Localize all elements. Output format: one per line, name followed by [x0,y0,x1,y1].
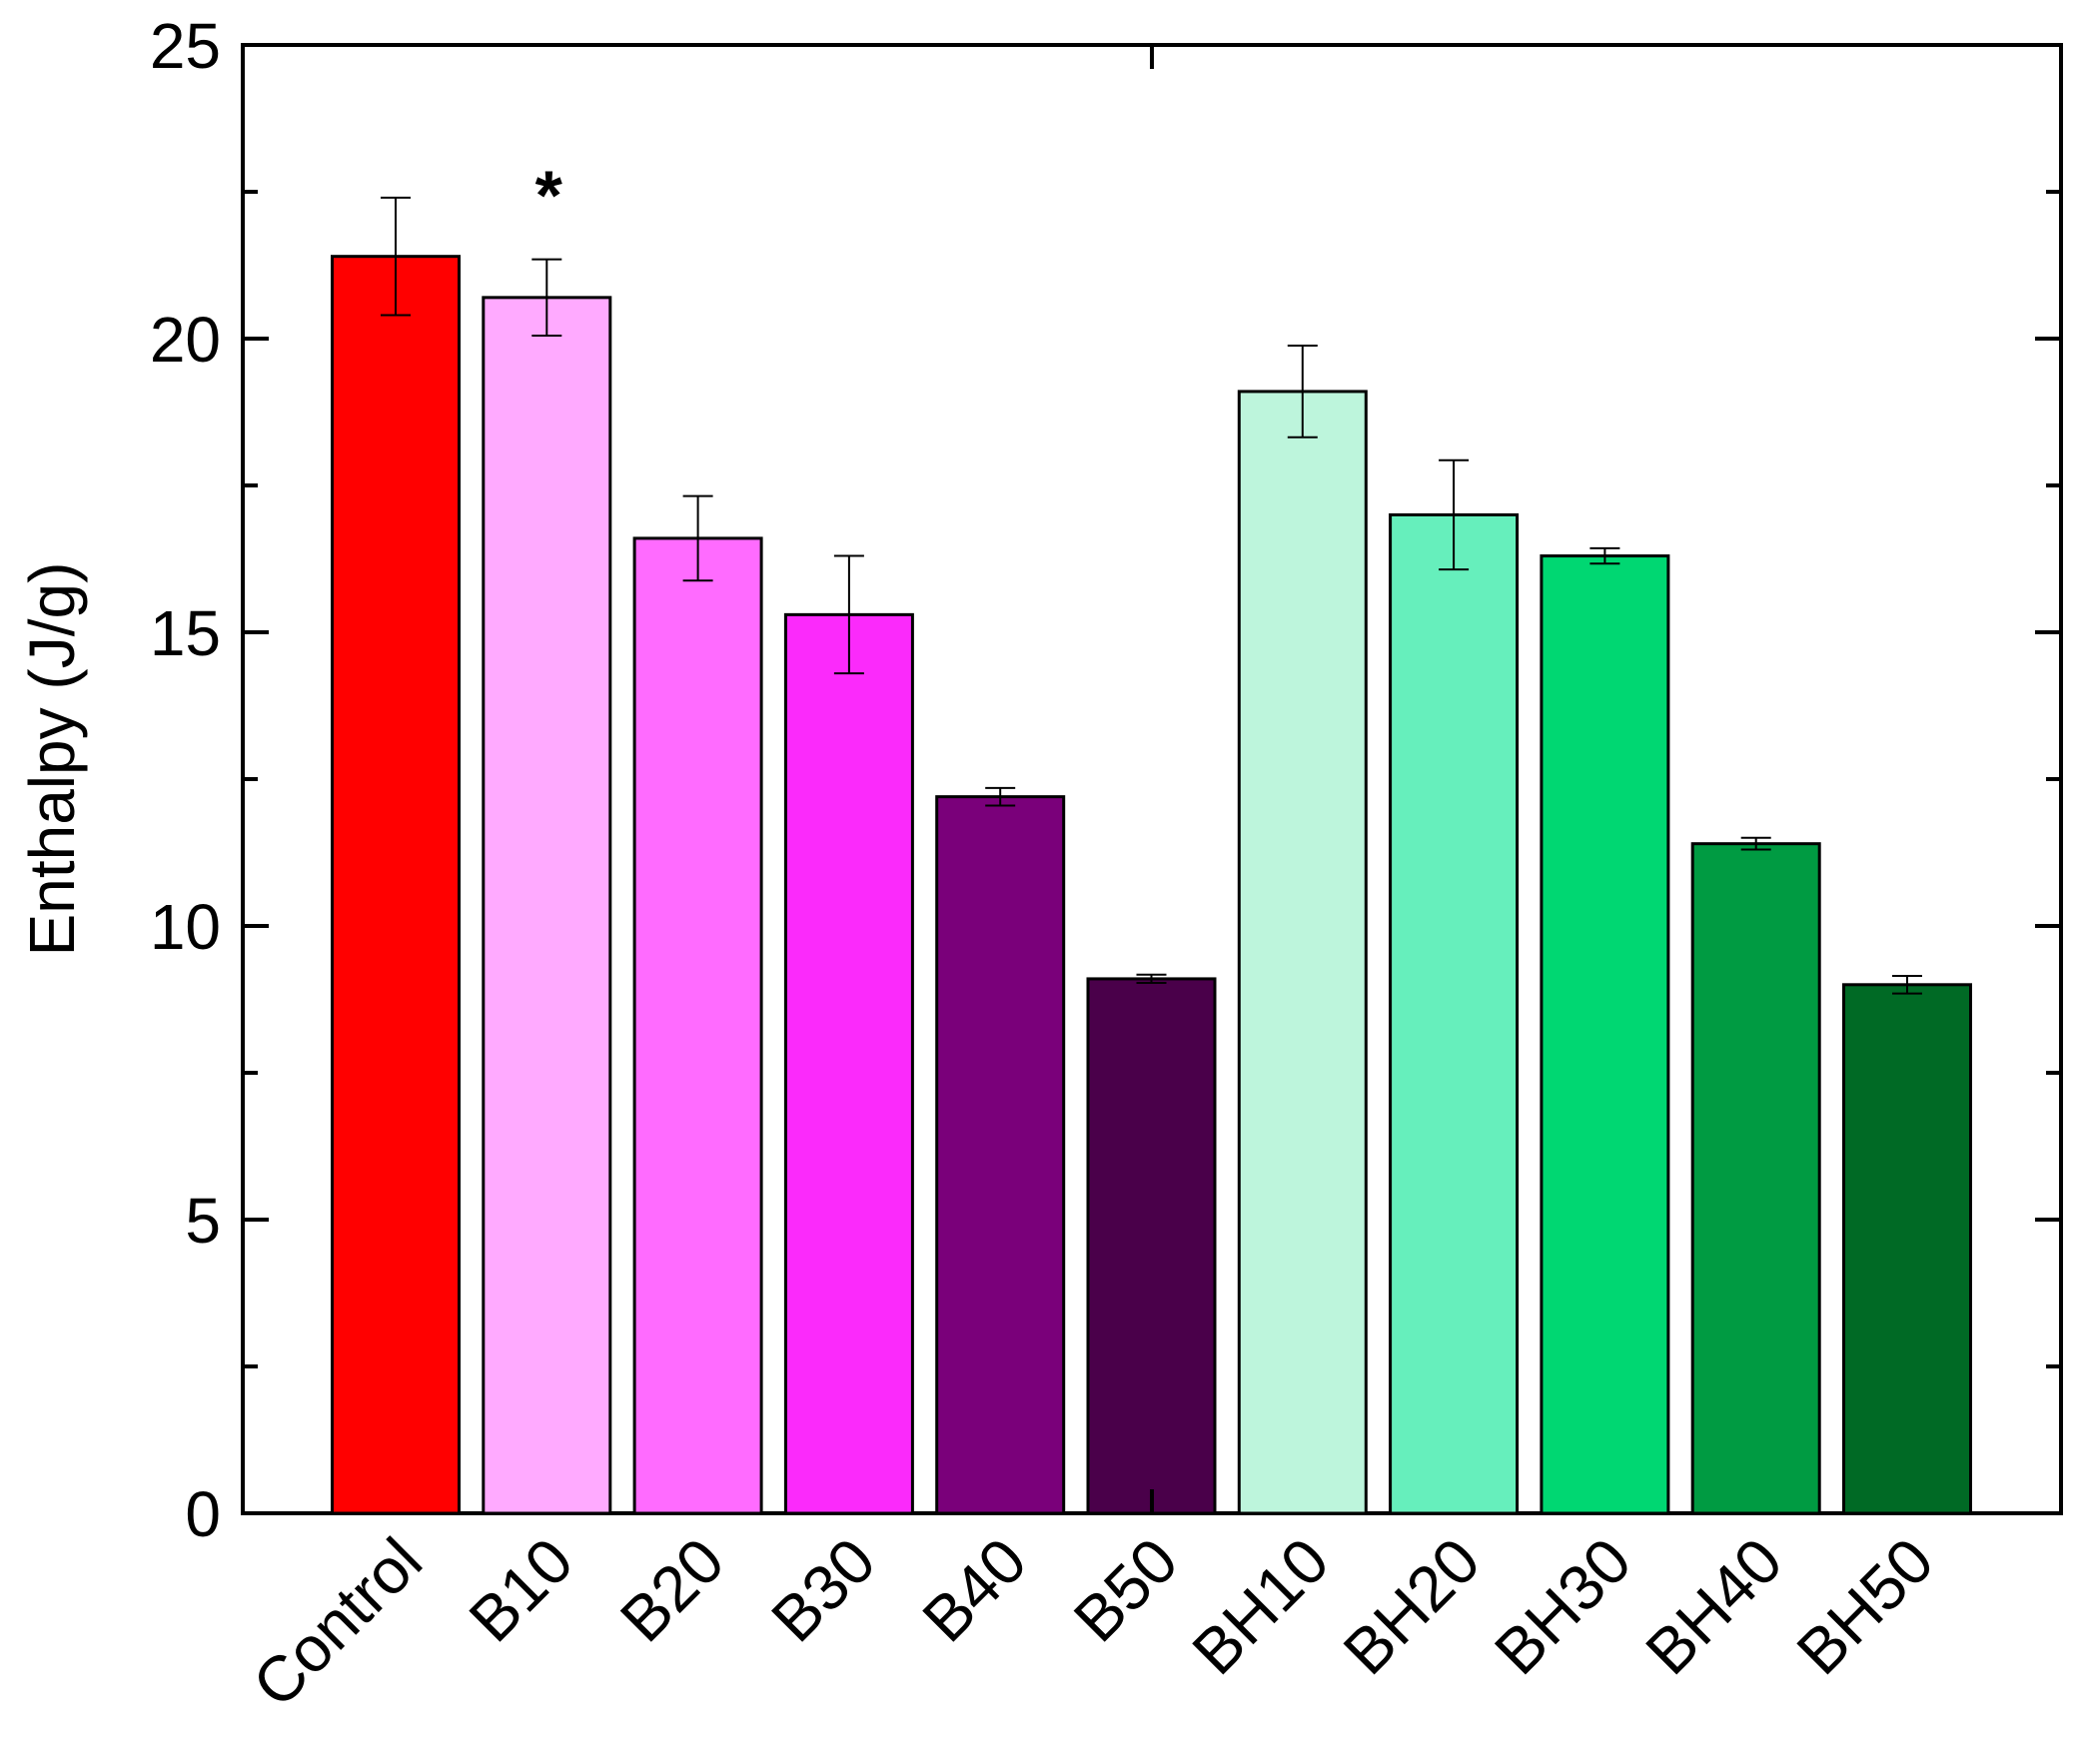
bar-b20 [632,536,763,1515]
y-tick-label: 15 [150,597,221,669]
x-tick-label-b10: B10 [456,1524,586,1655]
x-tick-label-bh50: BH50 [1783,1524,1947,1688]
bar-bh50 [1842,983,1972,1515]
x-tick-label-b30: B30 [757,1524,888,1655]
significance-marker: * [535,157,563,235]
error-bar-b10 [531,258,562,338]
x-tick-label-b40: B40 [909,1524,1040,1655]
bar-bh20 [1389,512,1520,1515]
bars-layer [331,255,1972,1515]
y-tick-label: 5 [185,1185,221,1257]
error-bar-b40 [985,786,1016,807]
error-bar-bh30 [1589,546,1620,565]
bar-bh40 [1690,842,1821,1515]
error-bars-layer [381,196,1922,995]
x-tick-label-b50: B50 [1060,1524,1191,1655]
ticks-layer [243,43,2061,1515]
bar-b30 [783,612,914,1515]
y-axis-title: Enthalpy (J/g) [16,562,88,957]
error-bar-b30 [833,554,864,675]
x-tick-label-bh30: BH30 [1481,1524,1644,1688]
bar-b50 [1086,977,1217,1515]
y-tick-label: 0 [185,1478,221,1550]
y-tick-label: 20 [150,304,221,376]
error-bar-bh20 [1439,458,1470,571]
error-bar-b20 [682,494,713,582]
bar-bh10 [1237,390,1368,1515]
error-bar-bh40 [1740,836,1771,851]
error-bar-b50 [1136,973,1167,985]
x-tick-label-b20: B20 [606,1524,737,1655]
bar-bh30 [1540,554,1670,1515]
bar-b40 [935,795,1066,1515]
x-tick-label-bh10: BH10 [1179,1524,1343,1688]
x-tick-label-bh40: BH40 [1631,1524,1795,1688]
x-tick-label-control: Control [239,1524,436,1721]
y-tick-label: 25 [150,10,221,82]
y-tick-label: 10 [150,891,221,963]
error-bar-bh50 [1892,974,1922,995]
x-tick-label-bh20: BH20 [1330,1524,1494,1688]
bar-control [331,255,461,1515]
error-bar-bh10 [1287,345,1318,439]
bar-b10 [482,296,612,1515]
error-bar-control [381,196,411,317]
